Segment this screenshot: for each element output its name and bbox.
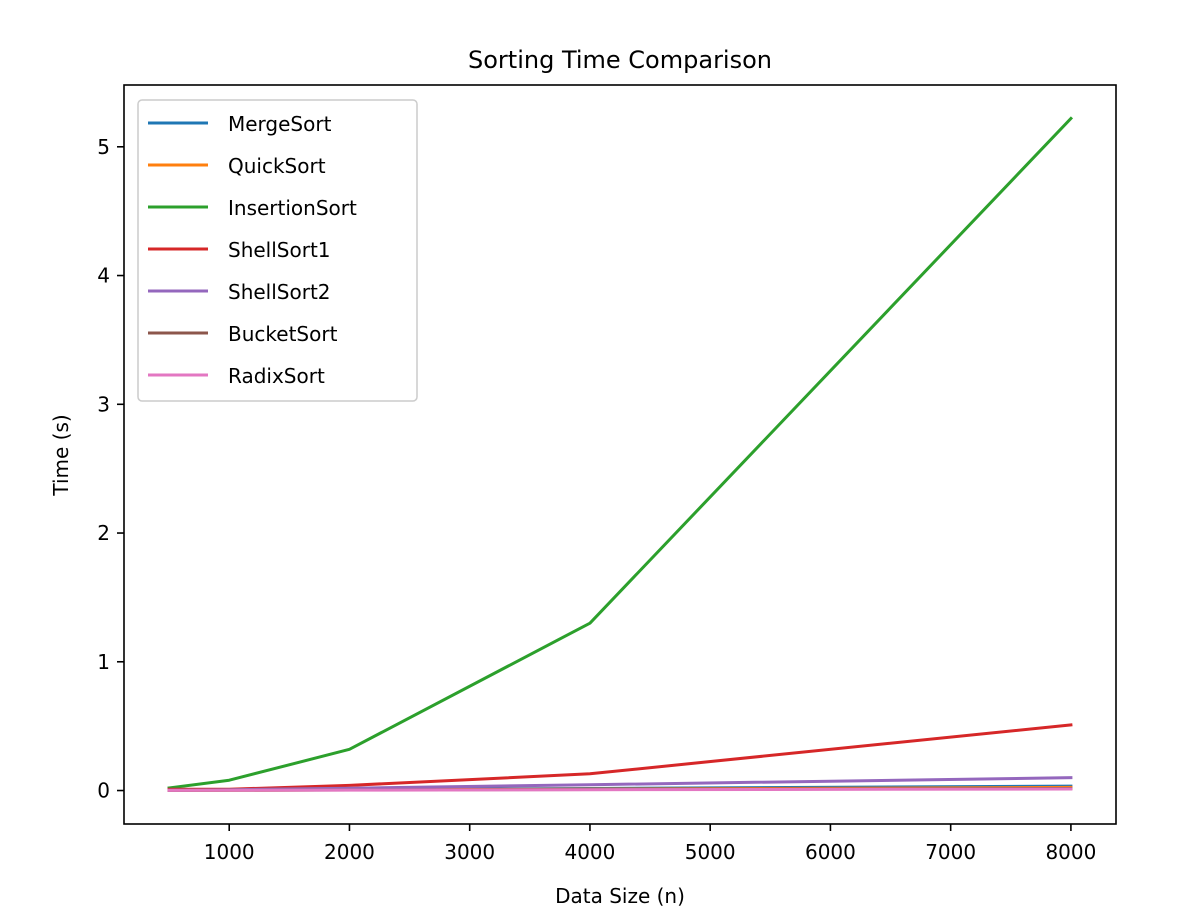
chart-title: Sorting Time Comparison — [468, 46, 772, 74]
x-tick-label: 6000 — [805, 840, 856, 864]
y-tick-label: 3 — [97, 392, 110, 416]
legend: MergeSort QuickSort InsertionSort ShellSort… — [137, 99, 418, 402]
x-tick-label: 4000 — [564, 840, 615, 864]
legend-label-insertionsort: InsertionSort — [228, 196, 357, 220]
legend-label-bucketsort: BucketSort — [228, 322, 338, 346]
x-tick-label: 8000 — [1045, 840, 1096, 864]
y-tick-label: 4 — [97, 264, 110, 288]
x-tick-label: 7000 — [925, 840, 976, 864]
legend-label-radixsort: RadixSort — [228, 364, 325, 388]
y-tick-label: 0 — [97, 779, 110, 803]
legend-label-mergesort: MergeSort — [228, 112, 332, 136]
legend-label-quicksort: QuickSort — [228, 154, 326, 178]
y-axis-label: Time (s) — [49, 414, 73, 496]
y-tick-label: 5 — [97, 135, 110, 159]
x-tick-label: 5000 — [685, 840, 736, 864]
x-tick-label: 3000 — [444, 840, 495, 864]
x-axis-ticks: 1000 2000 3000 4000 5000 6000 7000 8000 — [204, 824, 1096, 864]
x-tick-label: 2000 — [324, 840, 375, 864]
x-axis-label: Data Size (n) — [555, 884, 685, 908]
y-tick-label: 1 — [97, 650, 110, 674]
plot-frame — [123, 84, 1117, 825]
y-axis-ticks: 0 1 2 3 4 5 — [97, 135, 124, 803]
x-tick-label: 1000 — [204, 840, 255, 864]
legend-label-shellsort2: ShellSort2 — [228, 280, 331, 304]
y-tick-label: 2 — [97, 521, 110, 545]
series-line-insertionsort — [167, 116, 1074, 790]
series-layer — [167, 116, 1074, 792]
series-line-radixsort — [167, 787, 1073, 792]
legend-label-shellsort1: ShellSort1 — [228, 238, 331, 262]
legend-box — [137, 99, 418, 402]
